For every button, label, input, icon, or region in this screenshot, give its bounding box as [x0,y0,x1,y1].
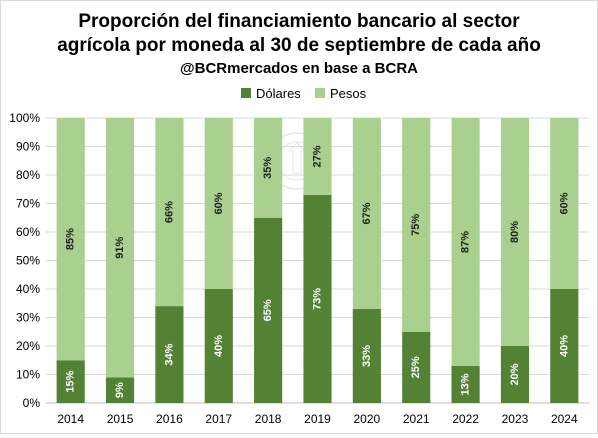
y-tick-label: 100% [9,111,40,125]
bar-pesos [155,118,184,307]
data-label-pesos: 87% [460,231,472,253]
bar-dolares [550,289,579,403]
bar-dolares [500,346,530,403]
bar-dolares [352,308,381,403]
data-label-dolares: 15% [65,370,77,392]
data-labels: 15% 85% 9% 91% 34% 66% 40% 60% 65% 35% 73% 27% 33% 67… [65,145,571,398]
data-label-pesos: 80% [509,221,521,243]
data-label-pesos: 67% [361,202,373,224]
chart-title-line-1: Proporción del financiamiento bancario a… [78,11,520,32]
x-tick-label: 2018 [255,412,282,426]
x-tick-label: 2024 [551,412,578,426]
chart-subtitle: @BCRmercados en base a BCRA [180,60,418,77]
data-label-dolares: 65% [262,299,274,321]
y-tick-label: 50% [16,254,40,268]
x-tick-label: 2016 [156,412,183,426]
y-tick-label: 90% [16,140,40,154]
legend-label-dolares: Dólares [256,86,301,101]
bar-pesos [204,118,233,289]
bar-dolares [105,377,135,403]
x-tick-label: 2015 [107,412,134,426]
x-tick-label: 2014 [57,412,84,426]
data-label-pesos: 60% [213,192,225,214]
x-tick-label: 2020 [354,412,381,426]
x-tick-label: 2021 [403,412,430,426]
data-label-pesos: 66% [163,201,175,223]
data-label-pesos: 27% [312,145,324,167]
x-tick-label: 2019 [304,412,331,426]
data-label-dolares: 13% [460,373,472,395]
data-label-dolares: 25% [410,356,422,378]
bar-dolares [303,194,332,403]
y-tick-label: 70% [16,197,40,211]
y-axis-ticks: 0% 10% 20% 30% 40% 50% 60% 70% 80% 90% 100% [9,111,40,410]
data-label-pesos: 75% [410,214,422,236]
y-tick-label: 0% [23,396,41,410]
data-label-dolares: 40% [213,335,225,357]
data-label-dolares: 40% [558,335,570,357]
data-label-pesos: 85% [65,228,77,250]
legend-swatch-dolares [241,88,251,98]
y-tick-label: 10% [16,368,40,382]
y-tick-label: 40% [16,282,40,296]
y-tick-label: 20% [16,339,40,353]
bar-pesos [352,118,381,309]
bar-pesos [105,118,135,378]
bar-pesos [550,118,579,289]
legend: Dólares Pesos [241,86,367,101]
x-tick-label: 2023 [502,412,529,426]
y-tick-label: 30% [16,311,40,325]
bar-dolares [451,365,480,403]
bar-dolares [155,306,184,403]
bar-dolares [254,217,283,403]
bar-pesos [500,118,530,346]
bar-pesos [303,118,332,195]
data-label-dolares: 33% [361,345,373,367]
bars [56,118,579,403]
data-label-pesos: 60% [558,192,570,214]
data-label-dolares: 20% [509,363,521,385]
x-tick-label: 2017 [205,412,232,426]
bar-pesos [254,118,283,218]
data-label-pesos: 35% [262,157,274,179]
bar-pesos [402,118,431,332]
bar-dolares [204,289,233,403]
legend-swatch-pesos [315,88,325,98]
data-label-dolares: 9% [114,382,126,398]
data-label-dolares: 73% [312,288,324,310]
data-label-pesos: 91% [114,236,126,258]
y-tick-label: 60% [16,225,40,239]
bar-pesos [451,118,480,366]
bar-pesos [56,118,85,361]
bar-dolares [402,331,431,403]
bar-dolares [56,360,85,403]
chart-title-line-2: agrícola por moneda al 30 de septiembre … [57,35,541,56]
y-tick-label: 80% [16,168,40,182]
x-tick-label: 2022 [452,412,479,426]
legend-label-pesos: Pesos [330,86,367,101]
x-axis-ticks: 2014 2015 2016 2017 2018 2019 2020 2021 2022 2023… [57,412,578,426]
data-label-dolares: 34% [163,343,175,365]
